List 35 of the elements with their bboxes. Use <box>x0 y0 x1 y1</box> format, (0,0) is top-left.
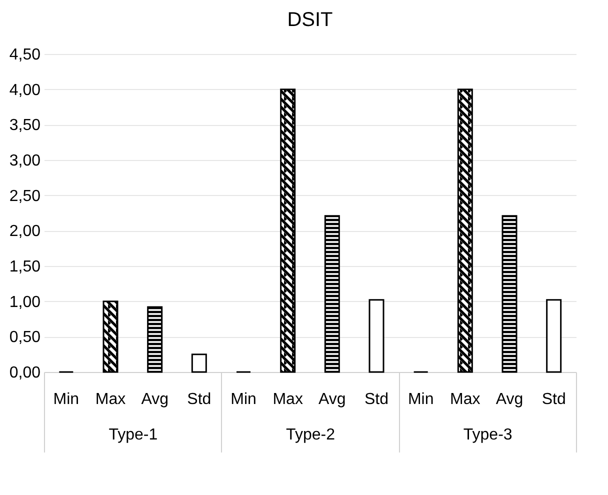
y-tick-label: 0,00 <box>9 364 41 382</box>
chart-title: DSIT <box>287 9 333 31</box>
text: Max <box>450 391 480 408</box>
series-label: Std <box>187 391 212 408</box>
bar <box>102 300 118 373</box>
bar <box>546 299 562 373</box>
bar <box>147 306 163 373</box>
bar <box>502 215 518 373</box>
y-tick-label: 2,00 <box>9 223 41 240</box>
y-tick-label: 4,00 <box>9 82 41 99</box>
text: Min <box>230 391 256 408</box>
y-tick-label: 4,50 <box>9 46 41 64</box>
text: Max <box>272 391 303 408</box>
bar <box>368 299 384 373</box>
x-tick-label: Type-2 <box>286 426 336 444</box>
text: Avg <box>318 391 346 408</box>
x-tick-label: Type-3 <box>463 426 512 444</box>
text: Std <box>542 391 566 408</box>
y-tick-label: 0,50 <box>9 329 41 346</box>
x-tick-label: Type-1 <box>108 426 158 444</box>
y-tick-label: 1,00 <box>9 294 41 311</box>
bar <box>280 88 296 373</box>
y-tick-label: 2,50 <box>9 188 41 205</box>
text: Min <box>408 391 434 408</box>
series-label: Max <box>95 391 126 408</box>
bar <box>457 88 473 373</box>
y-tick-label: 1,50 <box>9 258 41 276</box>
y-tick-label: 3,50 <box>9 117 41 134</box>
bar <box>324 215 340 373</box>
y-tick-label: 3,00 <box>9 152 41 170</box>
text: Std <box>364 391 389 408</box>
series-label: Avg <box>141 391 168 408</box>
bar <box>191 354 207 373</box>
text: Avg <box>496 391 524 408</box>
series-label: Min <box>53 391 80 408</box>
